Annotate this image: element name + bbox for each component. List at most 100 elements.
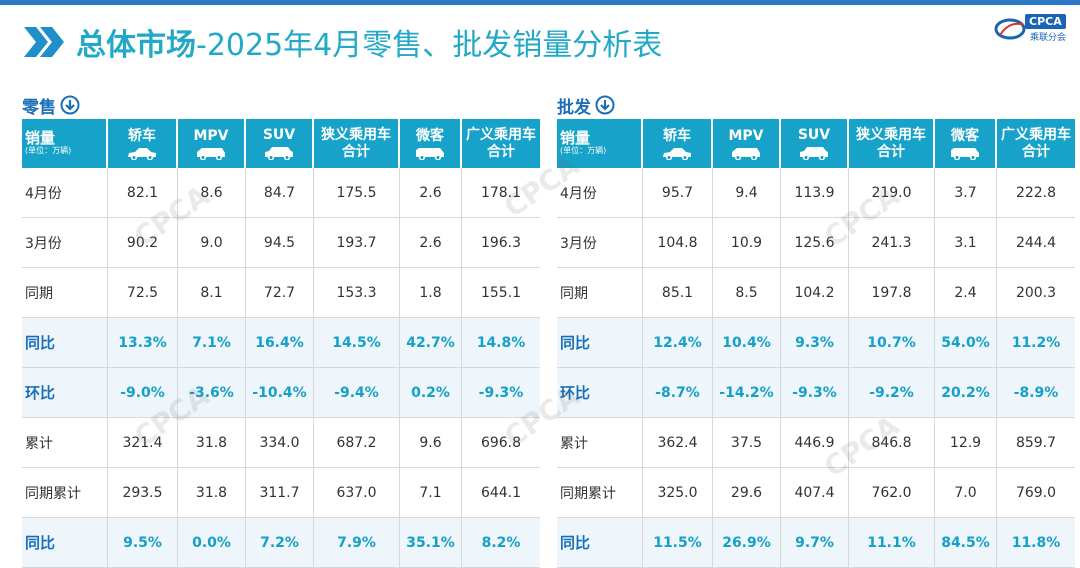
table-row: 环比 -8.7% -14.2% -9.3% -9.2% 20.2% -8.9% xyxy=(557,368,1075,418)
table-row: 同比 11.5% 26.9% 9.7% 11.1% 84.5% 11.8% xyxy=(557,518,1075,568)
data-cell: 222.8 xyxy=(997,168,1075,218)
data-cell: 94.5 xyxy=(246,218,314,268)
header-cell-sales: 销量 (单位：万辆) xyxy=(557,119,643,168)
header-cell: MPV xyxy=(178,119,246,168)
table-row: 同期 72.5 8.1 72.7 153.3 1.8 155.1 xyxy=(22,268,540,318)
table-row: 同比 12.4% 10.4% 9.3% 10.7% 54.0% 11.2% xyxy=(557,318,1075,368)
row-label: 同比 xyxy=(557,518,643,568)
data-cell: 334.0 xyxy=(246,418,314,468)
header-cell: 狭义乘用车 合计 xyxy=(314,119,400,168)
data-cell: 9.4 xyxy=(713,168,781,218)
sedan-icon xyxy=(643,147,711,160)
row-label: 3月份 xyxy=(22,218,108,268)
row-label: 同比 xyxy=(22,518,108,568)
data-cell: 241.3 xyxy=(849,218,935,268)
data-cell: 1.8 xyxy=(400,268,462,318)
data-cell: -9.3% xyxy=(462,368,540,418)
data-cell: 175.5 xyxy=(314,168,400,218)
suv-icon xyxy=(246,146,312,160)
row-label: 3月份 xyxy=(557,218,643,268)
data-cell: 9.0 xyxy=(178,218,246,268)
data-cell: 20.2% xyxy=(935,368,997,418)
table-row: 3月份 90.2 9.0 94.5 193.7 2.6 196.3 xyxy=(22,218,540,268)
data-cell: 769.0 xyxy=(997,468,1075,518)
data-cell: 9.5% xyxy=(108,518,178,568)
wholesale-section-label: 批发 xyxy=(557,93,615,118)
data-cell: 7.1% xyxy=(178,318,246,368)
data-cell: 90.2 xyxy=(108,218,178,268)
data-cell: -8.7% xyxy=(643,368,713,418)
data-cell: 113.9 xyxy=(781,168,849,218)
data-cell: 0.2% xyxy=(400,368,462,418)
table-row: 4月份 95.7 9.4 113.9 219.0 3.7 222.8 xyxy=(557,168,1075,218)
header-row: 销量 (单位：万辆) 轿车 MPV SUV 狭义乘用车 合计 微客 广义乘用车 合计 xyxy=(22,119,540,168)
data-cell: -10.4% xyxy=(246,368,314,418)
data-cell: 11.2% xyxy=(997,318,1075,368)
data-cell: 8.5 xyxy=(713,268,781,318)
unit-label: (单位：万辆) xyxy=(25,146,72,155)
data-cell: 644.1 xyxy=(462,468,540,518)
data-cell: 26.9% xyxy=(713,518,781,568)
data-cell: 2.6 xyxy=(400,168,462,218)
data-cell: 35.1% xyxy=(400,518,462,568)
data-cell: -9.2% xyxy=(849,368,935,418)
logo-text: CPCA xyxy=(1025,14,1066,29)
row-label: 同期累计 xyxy=(22,468,108,518)
row-label: 4月份 xyxy=(22,168,108,218)
data-cell: 10.9 xyxy=(713,218,781,268)
data-cell: 10.4% xyxy=(713,318,781,368)
table-row: 累计 362.4 37.5 446.9 846.8 12.9 859.7 xyxy=(557,418,1075,468)
van-icon xyxy=(400,147,460,160)
data-cell: 12.9 xyxy=(935,418,997,468)
data-cell: 85.1 xyxy=(643,268,713,318)
data-cell: 10.7% xyxy=(849,318,935,368)
data-cell: -9.3% xyxy=(781,368,849,418)
top-accent-bar xyxy=(0,0,1080,5)
data-cell: 0.0% xyxy=(178,518,246,568)
header-cell: MPV xyxy=(713,119,781,168)
table-row: 同期 85.1 8.5 104.2 197.8 2.4 200.3 xyxy=(557,268,1075,318)
data-cell: 11.8% xyxy=(997,518,1075,568)
data-cell: 11.1% xyxy=(849,518,935,568)
header-row: 销量 (单位：万辆) 轿车 MPV SUV 狭义乘用车 合计 微客 广义乘用车 合计 xyxy=(557,119,1075,168)
data-cell: -8.9% xyxy=(997,368,1075,418)
data-cell: 200.3 xyxy=(997,268,1075,318)
data-cell: 219.0 xyxy=(849,168,935,218)
data-cell: 362.4 xyxy=(643,418,713,468)
download-circle-icon xyxy=(60,95,80,115)
data-cell: 95.7 xyxy=(643,168,713,218)
data-cell: 3.7 xyxy=(935,168,997,218)
row-label: 环比 xyxy=(22,368,108,418)
page-title: 总体市场-2025年4月零售、批发销量分析表 xyxy=(22,22,662,63)
table-row: 同期累计 293.5 31.8 311.7 637.0 7.1 644.1 xyxy=(22,468,540,518)
wholesale-table: 销量 (单位：万辆) 轿车 MPV SUV 狭义乘用车 合计 微客 广义乘用车 合计 4月份 95.7… xyxy=(557,119,1075,568)
row-label: 环比 xyxy=(557,368,643,418)
data-cell: 31.8 xyxy=(178,468,246,518)
data-cell: 11.5% xyxy=(643,518,713,568)
data-cell: -9.4% xyxy=(314,368,400,418)
data-cell: 8.6 xyxy=(178,168,246,218)
data-cell: 14.5% xyxy=(314,318,400,368)
data-cell: 3.1 xyxy=(935,218,997,268)
header-cell: 轿车 xyxy=(643,119,713,168)
row-label: 同比 xyxy=(22,318,108,368)
data-cell: 196.3 xyxy=(462,218,540,268)
header-cell: SUV xyxy=(246,119,314,168)
data-cell: 7.0 xyxy=(935,468,997,518)
header-cell: 广义乘用车 合计 xyxy=(462,119,540,168)
data-cell: 8.1 xyxy=(178,268,246,318)
header-cell: 广义乘用车 合计 xyxy=(997,119,1075,168)
header-cell-sales: 销量 (单位：万辆) xyxy=(22,119,108,168)
data-cell: 7.2% xyxy=(246,518,314,568)
data-cell: 446.9 xyxy=(781,418,849,468)
title-bold: 总体市场 xyxy=(76,28,196,63)
data-cell: 54.0% xyxy=(935,318,997,368)
row-label: 同期 xyxy=(22,268,108,318)
data-cell: 37.5 xyxy=(713,418,781,468)
data-cell: 321.4 xyxy=(108,418,178,468)
download-circle-icon xyxy=(595,95,615,115)
data-cell: 29.6 xyxy=(713,468,781,518)
data-cell: 197.8 xyxy=(849,268,935,318)
table-row: 3月份 104.8 10.9 125.6 241.3 3.1 244.4 xyxy=(557,218,1075,268)
header-cell: 微客 xyxy=(400,119,462,168)
